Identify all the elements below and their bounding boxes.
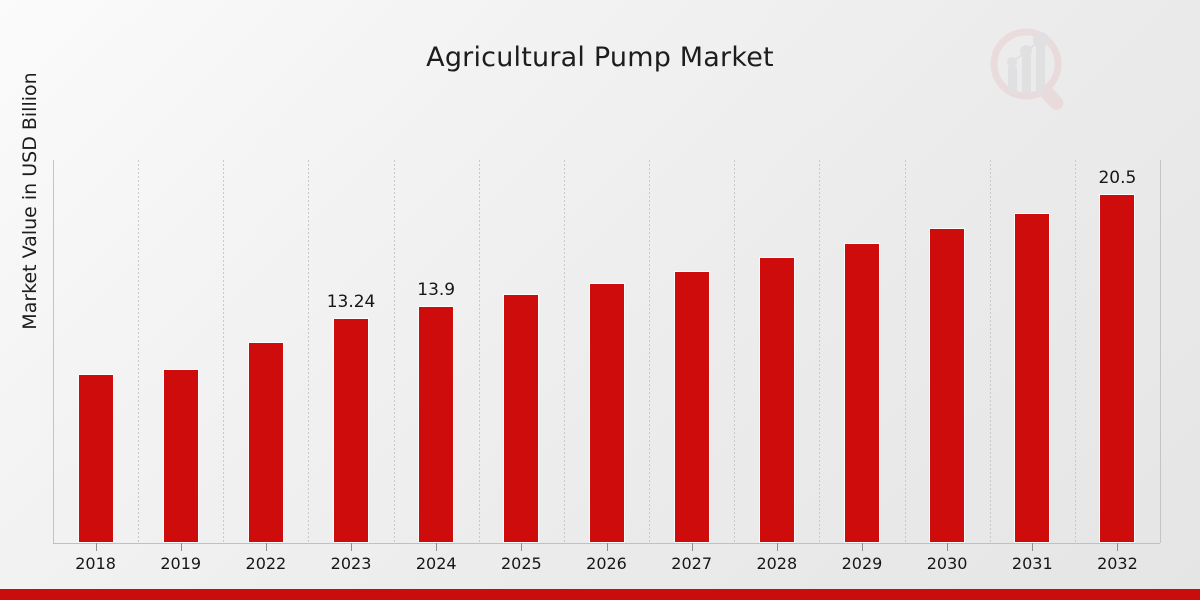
footer-strip <box>0 589 1200 600</box>
gridline <box>53 160 54 543</box>
bar-2023[interactable] <box>333 317 370 543</box>
plot-area: 13.24 13.9 20.5 <box>53 160 1161 543</box>
x-tick <box>947 543 949 551</box>
x-axis-label-2019: 2019 <box>160 554 202 573</box>
bar-value-label-2032: 20.5 <box>1098 168 1137 189</box>
x-axis-label-2024: 2024 <box>415 554 457 573</box>
x-tick <box>95 543 97 551</box>
bar-2028[interactable] <box>758 257 795 543</box>
x-axis-label-2026: 2026 <box>586 554 627 573</box>
bar-2018[interactable] <box>77 374 114 543</box>
x-tick <box>436 543 438 551</box>
gridline <box>1160 160 1161 543</box>
gridline <box>479 160 480 543</box>
gridline <box>308 160 309 543</box>
gridline <box>905 160 906 543</box>
bar-2025[interactable] <box>503 294 540 543</box>
x-axis-label-2027: 2027 <box>671 554 712 573</box>
x-tick <box>351 543 353 551</box>
x-axis-label-2029: 2029 <box>841 554 883 573</box>
gridline <box>1075 160 1076 543</box>
gridline <box>564 160 565 543</box>
x-axis-label-2023: 2023 <box>330 554 372 573</box>
bar-2019[interactable] <box>162 369 199 543</box>
x-axis-label-2028: 2028 <box>756 554 798 573</box>
gridline <box>138 160 139 543</box>
bar-2031[interactable] <box>1014 212 1051 543</box>
gridline <box>819 160 820 543</box>
x-axis-label-2022: 2022 <box>245 554 287 573</box>
bar-2024[interactable] <box>418 306 455 543</box>
x-tick <box>691 543 693 551</box>
bar-2026[interactable] <box>588 282 625 543</box>
x-tick <box>861 543 863 551</box>
x-axis-label-2030: 2030 <box>926 554 968 573</box>
page-title: Agricultural Pump Market <box>426 42 774 73</box>
x-tick <box>1032 543 1034 551</box>
bar-2029[interactable] <box>843 243 880 543</box>
bar-2022[interactable] <box>247 342 284 543</box>
x-axis-label-2018: 2018 <box>75 554 116 573</box>
bar-value-label-2024: 13.9 <box>417 280 456 301</box>
y-axis-title: Market Value in USD Billion <box>19 72 41 330</box>
gridline <box>734 160 735 543</box>
x-tick <box>1117 543 1119 551</box>
x-tick <box>521 543 523 551</box>
x-axis-label-2025: 2025 <box>500 554 542 573</box>
x-axis-label-2032: 2032 <box>1097 554 1138 573</box>
x-tick <box>776 543 778 551</box>
bar-2030[interactable] <box>929 228 966 543</box>
gridline <box>990 160 991 543</box>
magnifier-bar-chart-logo-icon <box>984 26 1076 114</box>
gridline <box>649 160 650 543</box>
x-tick <box>606 543 608 551</box>
gridline <box>223 160 224 543</box>
x-tick <box>180 543 182 551</box>
bar-2027[interactable] <box>673 270 710 543</box>
gridline <box>394 160 395 543</box>
x-tick <box>265 543 267 551</box>
x-axis-label-2031: 2031 <box>1011 554 1053 573</box>
bar-2032[interactable] <box>1099 194 1136 543</box>
bar-value-label-2023: 13.24 <box>326 291 376 312</box>
